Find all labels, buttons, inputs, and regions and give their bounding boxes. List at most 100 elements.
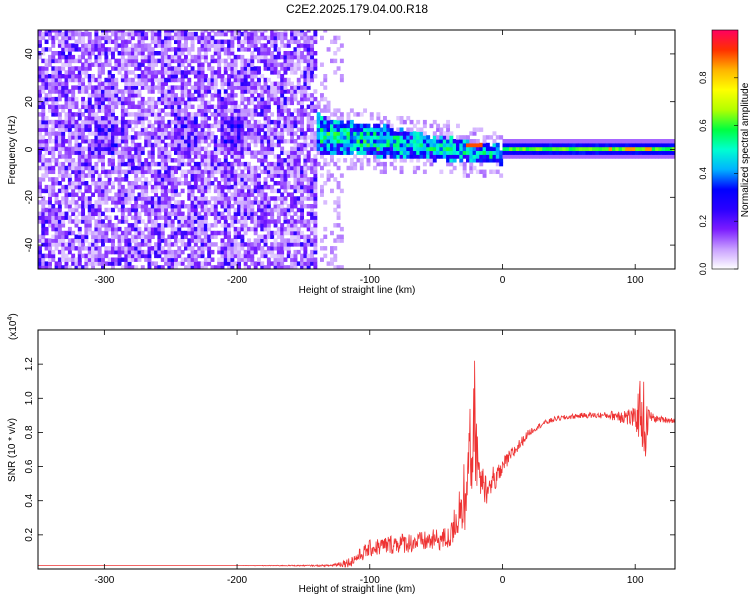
heatmap-cell	[101, 82, 105, 86]
heatmap-cell	[214, 212, 218, 216]
heatmap-cell	[161, 231, 165, 235]
heatmap-cell	[665, 147, 669, 151]
heatmap-cell	[300, 105, 304, 109]
heatmap-cell	[476, 151, 480, 155]
spectrogram-y-tick-label: 0	[24, 146, 35, 152]
heatmap-cell	[234, 85, 238, 89]
heatmap-cell	[254, 212, 258, 216]
snr-y-tick-label: 0.6	[24, 459, 35, 473]
heatmap-cell	[177, 40, 181, 44]
heatmap-cell	[141, 63, 145, 67]
heatmap-cell	[45, 124, 49, 128]
heatmap-cell	[294, 212, 298, 216]
heatmap-cell	[313, 158, 317, 162]
heatmap-cell	[104, 235, 108, 239]
heatmap-cell	[310, 116, 314, 120]
heatmap-cell	[224, 154, 228, 158]
heatmap-cell	[307, 63, 311, 67]
heatmap-cell	[187, 82, 191, 86]
heatmap-cell	[65, 74, 69, 78]
heatmap-cell	[167, 124, 171, 128]
heatmap-cell	[234, 189, 238, 193]
heatmap-cell	[479, 128, 483, 132]
heatmap-cell	[420, 154, 424, 158]
heatmap-cell	[134, 223, 138, 227]
heatmap-cell	[456, 124, 460, 128]
heatmap-cell	[157, 173, 161, 177]
heatmap-cell	[323, 158, 327, 162]
heatmap-cell	[84, 70, 88, 74]
heatmap-cell	[297, 78, 301, 82]
heatmap-cell	[71, 36, 75, 40]
heatmap-cell	[157, 246, 161, 250]
heatmap-cell	[88, 101, 92, 105]
heatmap-cell	[101, 101, 105, 105]
heatmap-cell	[45, 47, 49, 51]
heatmap-cell	[280, 147, 284, 151]
heatmap-cell	[101, 223, 105, 227]
heatmap-cell	[307, 59, 311, 63]
heatmap-cell	[214, 74, 218, 78]
heatmap-cell	[267, 108, 271, 112]
heatmap-cell	[48, 93, 52, 97]
heatmap-cell	[161, 235, 165, 239]
heatmap-cell	[645, 143, 649, 147]
heatmap-cell	[177, 97, 181, 101]
heatmap-cell	[108, 189, 112, 193]
heatmap-cell	[294, 223, 298, 227]
heatmap-cell	[240, 93, 244, 97]
heatmap-cell	[264, 193, 268, 197]
heatmap-cell	[463, 170, 467, 174]
spectrogram-x-tick-label: -300	[94, 275, 114, 286]
heatmap-cell	[41, 112, 45, 116]
heatmap-cell	[214, 154, 218, 158]
heatmap-cell	[234, 231, 238, 235]
heatmap-cell	[217, 51, 221, 55]
heatmap-cell	[121, 212, 125, 216]
heatmap-cell	[337, 47, 341, 51]
heatmap-cell	[201, 70, 205, 74]
heatmap-cell	[383, 147, 387, 151]
heatmap-cell	[157, 124, 161, 128]
heatmap-cell	[270, 32, 274, 36]
heatmap-cell	[307, 181, 311, 185]
heatmap-cell	[224, 89, 228, 93]
heatmap-cell	[138, 154, 142, 158]
heatmap-cell	[78, 116, 82, 120]
heatmap-cell	[234, 177, 238, 181]
heatmap-cell	[284, 196, 288, 200]
heatmap-cell	[111, 74, 115, 78]
heatmap-cell	[625, 151, 629, 155]
heatmap-cell	[333, 162, 337, 166]
heatmap-cell	[270, 250, 274, 254]
heatmap-cell	[214, 51, 218, 55]
heatmap-cell	[101, 196, 105, 200]
heatmap-cell	[307, 124, 311, 128]
heatmap-cell	[121, 59, 125, 63]
heatmap-cell	[330, 231, 334, 235]
heatmap-cell	[327, 105, 331, 109]
heatmap-cell	[98, 246, 102, 250]
heatmap-cell	[234, 250, 238, 254]
heatmap-cell	[250, 135, 254, 139]
heatmap-cell	[499, 135, 503, 139]
heatmap-cell	[101, 166, 105, 170]
heatmap-cell	[244, 105, 248, 109]
heatmap-cell	[157, 70, 161, 74]
colorbar-tick-label: 0.8	[698, 72, 708, 85]
heatmap-cell	[277, 189, 281, 193]
heatmap-cell	[167, 216, 171, 220]
heatmap-cell	[45, 216, 49, 220]
heatmap-cell	[98, 173, 102, 177]
heatmap-cell	[38, 151, 42, 155]
heatmap-cell	[81, 97, 85, 101]
heatmap-cell	[234, 185, 238, 189]
heatmap-cell	[476, 158, 480, 162]
heatmap-cell	[270, 216, 274, 220]
heatmap-cell	[337, 158, 341, 162]
heatmap-cell	[68, 227, 72, 231]
heatmap-cell	[589, 139, 593, 143]
heatmap-cell	[101, 108, 105, 112]
heatmap-cell	[270, 131, 274, 135]
heatmap-cell	[310, 70, 314, 74]
